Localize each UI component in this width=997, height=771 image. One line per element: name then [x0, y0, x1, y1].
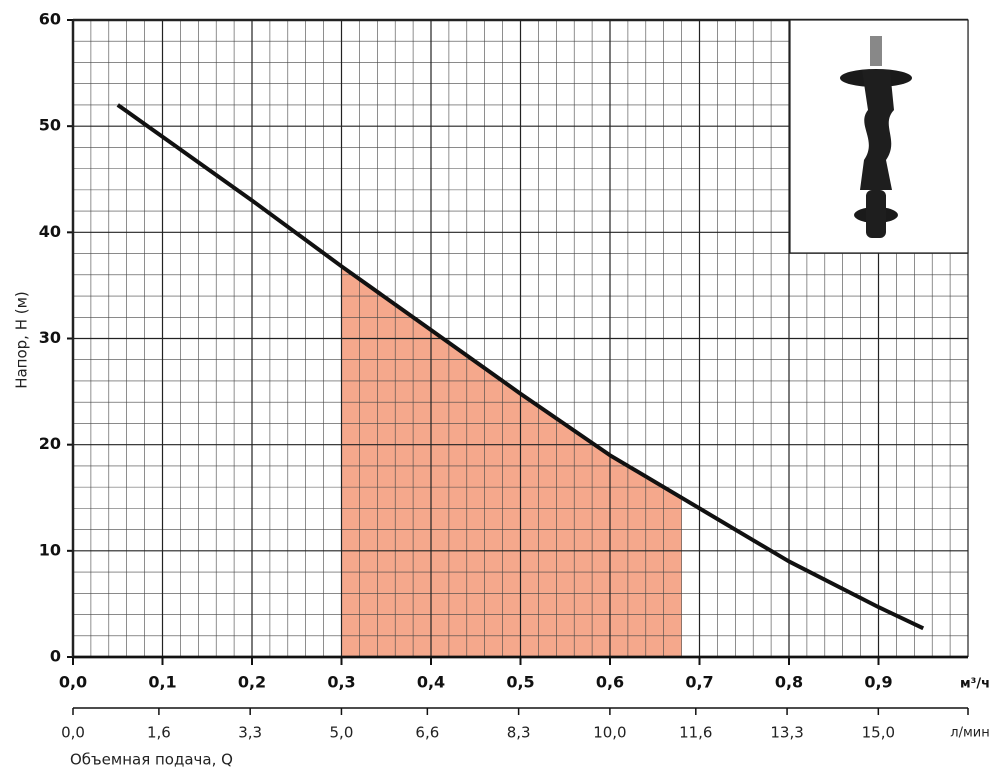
screw: [860, 70, 894, 190]
x2-tick-label: 10,0: [593, 724, 626, 742]
x2-tick-label: 13,3: [770, 724, 803, 742]
x-unit: м³/ч: [960, 677, 990, 692]
x2-tick-label: 8,3: [507, 724, 531, 742]
x2-tick-label: 0,0: [61, 724, 85, 742]
foot: [866, 190, 886, 238]
y-tick-label: 60: [39, 10, 61, 29]
y-tick-label: 10: [39, 540, 61, 559]
x-tick-label: 0,2: [238, 673, 266, 692]
x-tick-label: 0,7: [685, 673, 713, 692]
curve: [116, 103, 925, 631]
x2-tick-label: 1,6: [147, 724, 171, 742]
operating-range: [341, 266, 682, 657]
y-tick-label: 50: [39, 116, 61, 135]
x-tick-label: 0,9: [864, 673, 892, 692]
x2-axis-title: Объемная подача, Q: [70, 751, 233, 769]
y-tick-label: 30: [39, 328, 61, 347]
y-tick-label: 0: [50, 647, 61, 666]
y-tick-label: 40: [39, 222, 61, 241]
y-axis-title: Напор, H (м): [13, 291, 31, 389]
product-image: [789, 19, 969, 254]
x-tick-label: 0,6: [596, 673, 624, 692]
x2-tick-label: 5,0: [330, 724, 354, 742]
x-tick-label: 0,8: [775, 673, 803, 692]
x2-unit: л/мин: [950, 726, 989, 741]
x2-tick-label: 3,3: [238, 724, 262, 742]
x2-tick-label: 15,0: [862, 724, 895, 742]
x2-tick-label: 6,6: [415, 724, 439, 742]
x-tick-label: 0,0: [59, 673, 87, 692]
x-tick-label: 0,4: [417, 673, 445, 692]
x-tick-label: 0,3: [327, 673, 355, 692]
y-tick-label: 20: [39, 434, 61, 453]
x-tick-label: 0,5: [506, 673, 534, 692]
shaft: [870, 36, 882, 66]
x2-tick-label: 11,6: [679, 724, 712, 742]
x-tick-label: 0,1: [148, 673, 176, 692]
